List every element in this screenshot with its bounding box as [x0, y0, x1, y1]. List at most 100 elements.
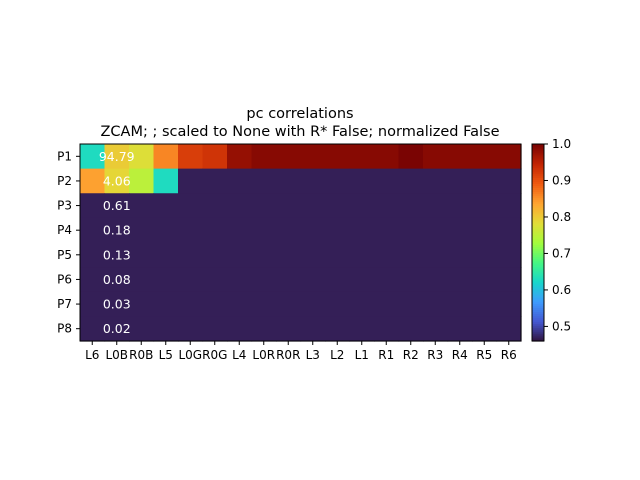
heatmap-cell	[202, 242, 228, 268]
heatmap-cell	[472, 242, 498, 268]
heatmap-cell	[300, 316, 326, 342]
y-tick-label: P2	[57, 174, 72, 188]
colorbar-segment	[532, 268, 544, 271]
colorbar-segment	[532, 311, 544, 315]
heatmap-cell	[447, 242, 473, 268]
colorbar-segment	[532, 234, 544, 238]
heatmap-cell	[423, 144, 449, 170]
colorbar-segment	[532, 309, 544, 313]
colorbar-segment	[532, 246, 544, 250]
colorbar-segment	[532, 155, 544, 159]
colorbar-segment	[532, 256, 544, 259]
colorbar-segment	[532, 214, 544, 218]
heatmap-cell	[251, 291, 277, 317]
heatmap-cell	[447, 291, 473, 317]
heatmap-cell	[496, 242, 522, 268]
heatmap-cell	[349, 144, 375, 170]
heatmap-cell	[374, 242, 400, 268]
x-tick-label: L4	[232, 348, 246, 362]
heatmap-cell	[496, 144, 522, 170]
heatmap-cell	[423, 217, 449, 244]
heatmap-cell	[398, 291, 424, 317]
heatmap-cell	[472, 267, 498, 293]
heatmap-cell	[251, 267, 277, 293]
heatmap-cell	[80, 168, 106, 194]
x-tick-label: R5	[476, 348, 492, 362]
y-tick-label: P6	[57, 272, 72, 286]
y-tick-label: P1	[57, 149, 72, 163]
heatmap-cell	[349, 168, 375, 194]
heatmap-cell	[202, 193, 228, 219]
colorbar-tick-label: 0.9	[552, 173, 571, 187]
y-axis-ticks: P1 P2 P3 P4 P5 P6 P7 P8	[57, 149, 80, 336]
colorbar-segment	[532, 270, 544, 273]
heatmap-cell	[300, 242, 326, 268]
colorbar-segment	[532, 242, 544, 246]
heatmap-cell	[202, 291, 228, 317]
heatmap-frame	[79, 143, 522, 342]
colorbar-segment	[532, 147, 544, 151]
colorbar-tick-label: 0.5	[552, 319, 571, 333]
colorbar-segment	[532, 317, 544, 320]
heatmap-cell	[325, 217, 351, 244]
colorbar-segment	[532, 272, 544, 275]
heatmap-cell	[80, 144, 106, 170]
colorbar-segment	[532, 216, 544, 220]
colorbar-segment	[532, 210, 544, 214]
heatmap-cell	[447, 193, 473, 219]
colorbar-segment	[532, 149, 544, 153]
colorbar-segment	[532, 248, 544, 251]
heatmap-cell	[325, 291, 351, 317]
colorbar-segment	[532, 207, 544, 210]
colorbar-segment	[532, 189, 544, 192]
heatmap-cell	[227, 217, 253, 244]
heatmap-cell	[325, 144, 351, 170]
colorbar-segment	[532, 226, 544, 230]
heatmap-cell	[202, 168, 228, 194]
heatmap-cell	[300, 267, 326, 293]
heatmap-cell	[349, 267, 375, 293]
colorbar-segment	[532, 260, 544, 263]
heatmap-cell	[496, 193, 522, 219]
colorbar-segment	[532, 339, 544, 342]
colorbar-segment	[532, 220, 544, 224]
colorbar-segment	[532, 161, 544, 165]
heatmap-cell	[251, 217, 277, 244]
heatmap-cell	[104, 242, 130, 268]
x-tick-label: R1	[378, 348, 394, 362]
cell-annotation: 4.06	[103, 173, 131, 188]
heatmap-cell	[80, 291, 106, 317]
heatmap-cell	[227, 291, 253, 317]
heatmap-cell	[104, 193, 130, 219]
colorbar-segment	[532, 236, 544, 240]
x-tick-label: L2	[330, 348, 344, 362]
heatmap-cell	[129, 291, 155, 317]
cell-annotation: 0.18	[103, 223, 131, 238]
colorbar-segment	[532, 307, 544, 311]
colorbar-segment	[532, 258, 544, 261]
cell-annotation: 0.03	[103, 297, 131, 312]
y-tick-label: P4	[57, 223, 72, 237]
heatmap-cell	[104, 267, 130, 293]
colorbar-segment	[532, 212, 544, 216]
colorbar	[532, 144, 544, 342]
colorbar-segment	[532, 228, 544, 232]
heatmap-cell	[300, 193, 326, 219]
heatmap-cell	[276, 291, 302, 317]
colorbar-segment	[532, 250, 544, 253]
colorbar-segment	[532, 193, 544, 196]
heatmap-cell	[374, 217, 400, 244]
heatmap-cell	[227, 242, 253, 268]
colorbar-segment	[532, 159, 544, 163]
heatmap-cell	[202, 144, 228, 170]
heatmap-cell	[325, 242, 351, 268]
chart-title: pc correlations	[246, 106, 353, 122]
heatmap-cell	[227, 316, 253, 342]
heatmap-cell	[496, 217, 522, 244]
colorbar-segment	[532, 153, 544, 157]
y-tick-label: P3	[57, 199, 72, 213]
heatmap-cell	[178, 193, 204, 219]
colorbar-segment	[532, 264, 544, 267]
colorbar-segment	[532, 277, 544, 281]
x-tick-label: R0G	[202, 348, 227, 362]
